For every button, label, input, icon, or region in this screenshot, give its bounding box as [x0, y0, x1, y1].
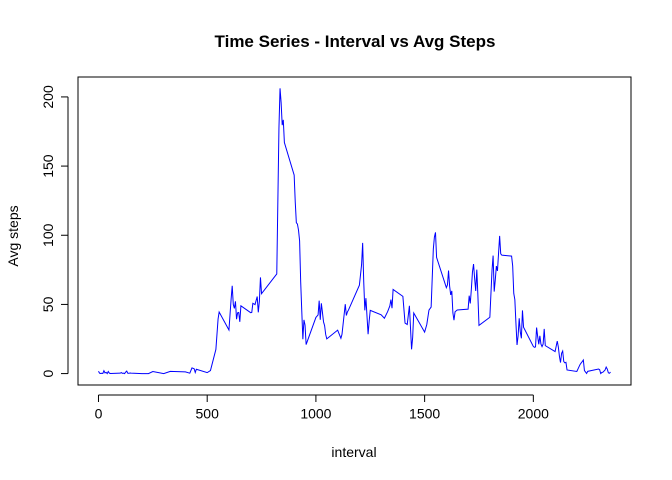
- x-tick-label: 500: [196, 406, 220, 422]
- chart-title: Time Series - Interval vs Avg Steps: [215, 32, 496, 51]
- y-tick-label: 150: [40, 154, 56, 178]
- plot-frame: [77, 76, 632, 386]
- y-axis-label: Avg steps: [5, 205, 21, 266]
- x-tick-label: 1500: [409, 406, 440, 422]
- x-axis-label: interval: [331, 444, 376, 460]
- y-tick-label: 100: [40, 223, 56, 247]
- x-tick-label: 2000: [518, 406, 549, 422]
- y-tick-label: 50: [40, 296, 56, 312]
- data-line: [98, 88, 611, 375]
- x-tick-label: 1000: [300, 406, 331, 422]
- y-tick-label: 0: [40, 369, 56, 377]
- y-tick-label: 200: [40, 85, 56, 109]
- x-tick-label: 0: [95, 406, 103, 422]
